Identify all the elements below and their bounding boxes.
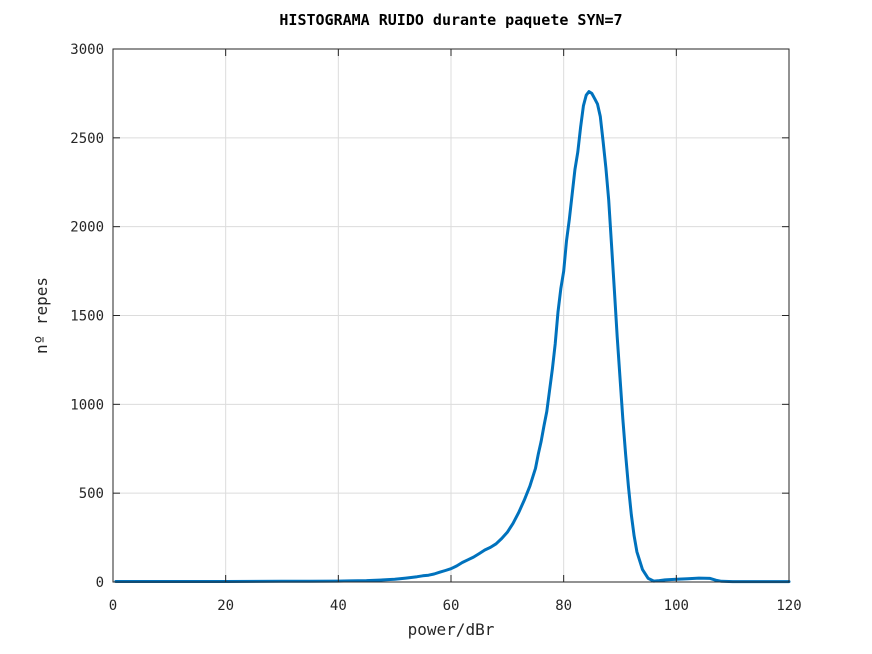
x-tick-label-2: 40: [330, 598, 347, 614]
y-tick-label-3: 1500: [70, 309, 104, 325]
x-tick-label-0: 0: [109, 598, 117, 614]
y-tick-label-2: 1000: [70, 397, 104, 413]
grid: [113, 49, 789, 582]
series-line-0: [114, 90, 791, 584]
y-tick-label-5: 2500: [70, 131, 104, 147]
y-tick-label-6: 3000: [70, 42, 104, 58]
y-tick-label-1: 500: [79, 486, 104, 502]
x-tick-label-4: 80: [555, 598, 572, 614]
x-tick-label-1: 20: [217, 598, 234, 614]
x-tick-label-3: 60: [443, 598, 460, 614]
ticks: [112, 48, 790, 583]
series: [114, 90, 791, 584]
x-tick-label-5: 100: [664, 598, 689, 614]
y-tick-label-4: 2000: [70, 220, 104, 236]
x-tick-labels: 0 20 40 60 80 100 120: [109, 598, 802, 614]
x-tick-label-6: 120: [776, 598, 801, 614]
chart-title: HISTOGRAMA RUIDO durante paquete SYN=7: [279, 11, 622, 29]
y-tick-label-0: 0: [96, 575, 104, 591]
y-axis-label: nº repes: [32, 277, 51, 354]
x-axis-label: power/dBr: [408, 620, 495, 639]
y-tick-labels: 0 500 1000 1500 2000 2500 3000: [70, 42, 104, 591]
